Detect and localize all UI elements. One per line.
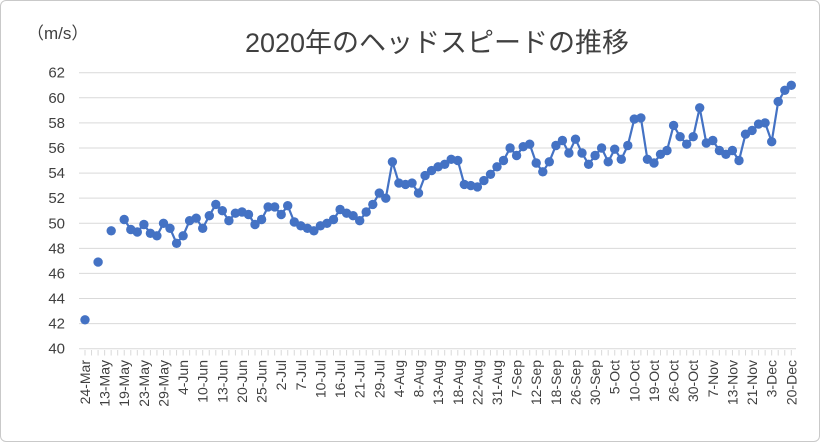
svg-text:20-Dec: 20-Dec <box>783 360 799 405</box>
y-axis-unit-label: （m/s） <box>27 24 88 43</box>
svg-text:30-Oct: 30-Oct <box>685 360 701 402</box>
svg-text:31-Aug: 31-Aug <box>489 360 505 405</box>
svg-text:44: 44 <box>48 291 65 308</box>
svg-text:52: 52 <box>48 190 65 207</box>
svg-text:10-Jun: 10-Jun <box>195 360 211 403</box>
svg-text:7-Sep: 7-Sep <box>509 360 525 398</box>
svg-text:3-Dec: 3-Dec <box>764 360 780 397</box>
svg-text:26-Oct: 26-Oct <box>666 360 682 402</box>
svg-text:20-Jun: 20-Jun <box>234 360 250 403</box>
svg-text:13-Aug: 13-Aug <box>430 360 446 405</box>
svg-text:23-May: 23-May <box>136 360 152 407</box>
svg-text:2-Jul: 2-Jul <box>273 360 289 390</box>
svg-text:21-Nov: 21-Nov <box>744 360 760 405</box>
svg-text:29-May: 29-May <box>155 360 171 407</box>
svg-text:7-Nov: 7-Nov <box>705 360 721 397</box>
svg-text:56: 56 <box>48 140 65 157</box>
svg-text:10-Oct: 10-Oct <box>626 360 642 402</box>
svg-text:46: 46 <box>48 265 65 282</box>
svg-text:22-Aug: 22-Aug <box>469 360 485 405</box>
svg-text:18-Sep: 18-Sep <box>548 360 564 405</box>
svg-text:10-Jul: 10-Jul <box>312 360 328 398</box>
svg-text:29-Jul: 29-Jul <box>371 360 387 398</box>
svg-text:18-Aug: 18-Aug <box>450 360 466 405</box>
svg-text:58: 58 <box>48 115 65 132</box>
svg-text:12-Sep: 12-Sep <box>528 360 544 405</box>
x-axis-tick-labels: 24-Mar 13-May 19-May 23-May 29-May 4-Jun 10-Ju… <box>77 360 799 407</box>
y-axis-tick-labels: 40 42 44 46 48 50 52 54 56 58 60 62 <box>48 65 65 358</box>
svg-text:60: 60 <box>48 90 65 107</box>
data-series <box>80 80 796 325</box>
svg-text:13-Nov: 13-Nov <box>724 360 740 405</box>
svg-text:19-May: 19-May <box>116 360 132 407</box>
svg-text:24-Mar: 24-Mar <box>77 360 93 405</box>
svg-text:13-May: 13-May <box>97 360 113 407</box>
svg-text:40: 40 <box>48 341 65 358</box>
chart-title: 2020年のヘッドスピードの推移 <box>245 28 629 58</box>
svg-text:13-Jun: 13-Jun <box>214 360 230 403</box>
x-axis-ticks <box>84 350 792 356</box>
svg-text:62: 62 <box>48 65 65 82</box>
gridlines <box>79 72 796 350</box>
svg-text:50: 50 <box>48 215 65 232</box>
svg-text:4-Jun: 4-Jun <box>175 360 191 395</box>
svg-text:7-Jul: 7-Jul <box>293 360 309 390</box>
svg-text:25-Jun: 25-Jun <box>254 360 270 403</box>
svg-text:4-Aug: 4-Aug <box>391 360 407 397</box>
svg-text:19-Oct: 19-Oct <box>646 360 662 402</box>
svg-text:30-Sep: 30-Sep <box>587 360 603 405</box>
svg-text:5-Oct: 5-Oct <box>607 360 623 394</box>
svg-text:8-Aug: 8-Aug <box>411 360 427 397</box>
svg-text:16-Jul: 16-Jul <box>332 360 348 398</box>
svg-text:26-Sep: 26-Sep <box>567 360 583 405</box>
svg-text:42: 42 <box>48 316 65 333</box>
svg-text:48: 48 <box>48 240 65 257</box>
svg-text:54: 54 <box>48 165 65 182</box>
svg-text:21-Jul: 21-Jul <box>352 360 368 398</box>
